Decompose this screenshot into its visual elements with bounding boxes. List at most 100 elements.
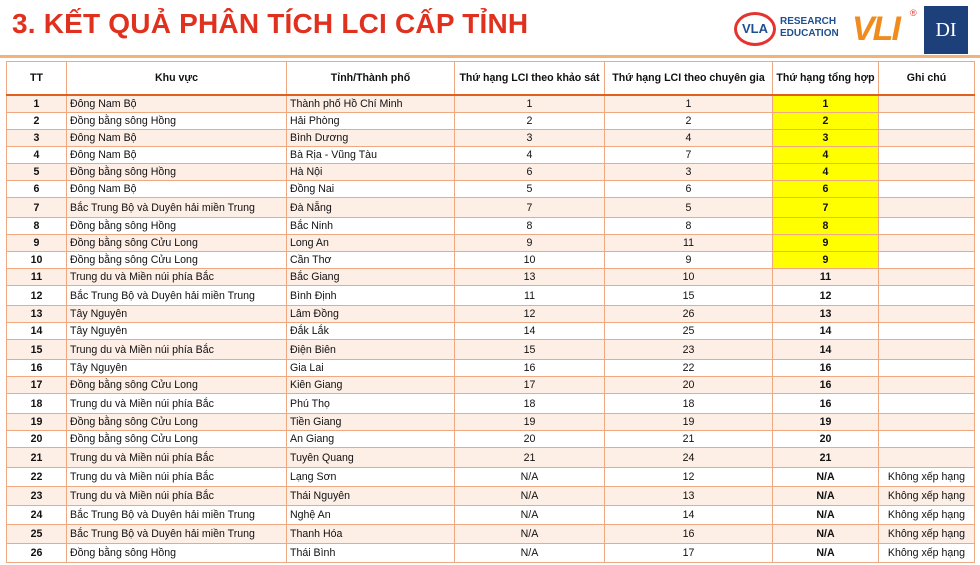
cell-tt: 14 [6, 322, 67, 340]
cell-region: Trung du và Miền núi phía Bắc [66, 393, 287, 414]
cell-region: Đông Nam Bộ [66, 129, 287, 147]
cell-expert-rank: 24 [604, 447, 773, 468]
cell-expert-rank: 10 [604, 268, 773, 286]
cell-survey-rank: N/A [454, 543, 605, 563]
table-row: 18 Trung du và Miền núi phía Bắc Phú Thọ 18… [6, 393, 975, 414]
cell-region: Bắc Trung Bộ và Duyên hải miền Trung [66, 197, 287, 218]
cell-overall-rank: N/A [772, 505, 879, 525]
cell-province: Cần Thơ [286, 251, 455, 269]
cell-survey-rank: 10 [454, 251, 605, 269]
cell-note [878, 180, 975, 198]
cell-tt: 1 [6, 94, 67, 113]
cell-province: Nghệ An [286, 505, 455, 525]
table-row: 10 Đồng bằng sông Cửu Long Cần Thơ 10 9 9 [6, 251, 975, 269]
cell-province: Hà Nội [286, 163, 455, 181]
cell-note: Không xếp hạng [878, 486, 975, 506]
cell-note [878, 393, 975, 414]
cell-overall-rank: 21 [772, 447, 879, 468]
cell-overall-rank: N/A [772, 467, 879, 487]
page-title: 3. KẾT QUẢ PHÂN TÍCH LCI CẤP TỈNH [12, 8, 529, 39]
cell-note [878, 112, 975, 130]
cell-note [878, 359, 975, 377]
cell-tt: 19 [6, 413, 67, 431]
cell-expert-rank: 23 [604, 339, 773, 360]
cell-note [878, 129, 975, 147]
table-row: 13 Tây Nguyên Lâm Đồng 12 26 13 [6, 305, 975, 323]
table-row: 3 Đông Nam Bộ Bình Dương 3 4 3 [6, 129, 975, 147]
lci-table: TT Khu vực Tỉnh/Thành phố Thứ hạng LCI t… [6, 61, 975, 563]
table-header-row: TT Khu vực Tỉnh/Thành phố Thứ hạng LCI t… [6, 61, 975, 96]
cell-region: Trung du và Miền núi phía Bắc [66, 447, 287, 468]
header-divider [0, 55, 980, 58]
table-row: 2 Đồng bằng sông Hồng Hải Phòng 2 2 2 [6, 112, 975, 130]
cell-expert-rank: 26 [604, 305, 773, 323]
cell-region: Bắc Trung Bộ và Duyên hải miền Trung [66, 505, 287, 525]
cell-survey-rank: 12 [454, 305, 605, 323]
cell-overall-rank: 4 [772, 163, 879, 181]
cell-survey-rank: 13 [454, 268, 605, 286]
col-header-region: Khu vực [66, 61, 287, 96]
cell-note [878, 197, 975, 218]
cell-overall-rank: 4 [772, 146, 879, 164]
cell-expert-rank: 12 [604, 467, 773, 487]
cell-survey-rank: 15 [454, 339, 605, 360]
vla-logo: VLA [734, 12, 776, 46]
registered-icon: ® [910, 8, 917, 18]
cell-survey-rank: 18 [454, 393, 605, 414]
cell-overall-rank: 2 [772, 112, 879, 130]
cell-note [878, 234, 975, 252]
cell-province: Phú Thọ [286, 393, 455, 414]
cell-overall-rank: 16 [772, 376, 879, 394]
cell-region: Trung du và Miền núi phía Bắc [66, 486, 287, 506]
cell-overall-rank: 9 [772, 251, 879, 269]
cell-note [878, 268, 975, 286]
table-row: 19 Đồng bằng sông Cửu Long Tiền Giang 19 19 1… [6, 413, 975, 431]
col-header-overall-rank: Thứ hạng tổng hợp [772, 61, 879, 96]
cell-province: Lâm Đồng [286, 305, 455, 323]
di-logo: DI [924, 6, 968, 54]
cell-region: Đông Nam Bộ [66, 180, 287, 198]
cell-tt: 11 [6, 268, 67, 286]
cell-survey-rank: 17 [454, 376, 605, 394]
cell-survey-rank: 16 [454, 359, 605, 377]
cell-overall-rank: 13 [772, 305, 879, 323]
cell-region: Trung du và Miền núi phía Bắc [66, 339, 287, 360]
cell-note [878, 447, 975, 468]
cell-region: Tây Nguyên [66, 305, 287, 323]
logo-research-text: RESEARCH [780, 16, 837, 27]
table-row: 8 Đồng bằng sông Hồng Bắc Ninh 8 8 8 [6, 217, 975, 235]
cell-tt: 13 [6, 305, 67, 323]
cell-overall-rank: N/A [772, 543, 879, 563]
col-header-province: Tỉnh/Thành phố [286, 61, 455, 96]
cell-survey-rank: 1 [454, 94, 605, 113]
cell-tt: 21 [6, 447, 67, 468]
cell-province: Lạng Sơn [286, 467, 455, 487]
cell-tt: 4 [6, 146, 67, 164]
cell-note [878, 285, 975, 306]
table-row: 25 Bắc Trung Bộ và Duyên hải miền Trung Th… [6, 524, 975, 544]
cell-province: Long An [286, 234, 455, 252]
cell-province: Bắc Ninh [286, 217, 455, 235]
col-header-expert-rank: Thứ hạng LCI theo chuyên gia [604, 61, 773, 96]
cell-note [878, 251, 975, 269]
cell-overall-rank: 8 [772, 217, 879, 235]
cell-province: Gia Lai [286, 359, 455, 377]
table-row: 14 Tây Nguyên Đắk Lắk 14 25 14 [6, 322, 975, 340]
table-row: 26 Đồng bằng sông Hồng Thái Bình N/A 17 N/A Kh… [6, 543, 975, 563]
cell-note [878, 217, 975, 235]
cell-region: Đông Nam Bộ [66, 94, 287, 113]
cell-region: Bắc Trung Bộ và Duyên hải miền Trung [66, 524, 287, 544]
logo-education-text: EDUCATION [780, 28, 839, 39]
table-row: 15 Trung du và Miền núi phía Bắc Điện Biên… [6, 339, 975, 360]
cell-survey-rank: N/A [454, 505, 605, 525]
cell-tt: 24 [6, 505, 67, 525]
cell-survey-rank: N/A [454, 486, 605, 506]
cell-region: Đồng bằng sông Cửu Long [66, 376, 287, 394]
cell-province: Đắk Lắk [286, 322, 455, 340]
cell-province: Đồng Nai [286, 180, 455, 198]
cell-region: Đồng bằng sông Hồng [66, 163, 287, 181]
cell-region: Đồng bằng sông Cửu Long [66, 251, 287, 269]
table-row: 1 Đông Nam Bộ Thành phố Hồ Chí Minh 1 1 1 [6, 94, 975, 113]
cell-province: Bắc Giang [286, 268, 455, 286]
cell-overall-rank: 20 [772, 430, 879, 448]
